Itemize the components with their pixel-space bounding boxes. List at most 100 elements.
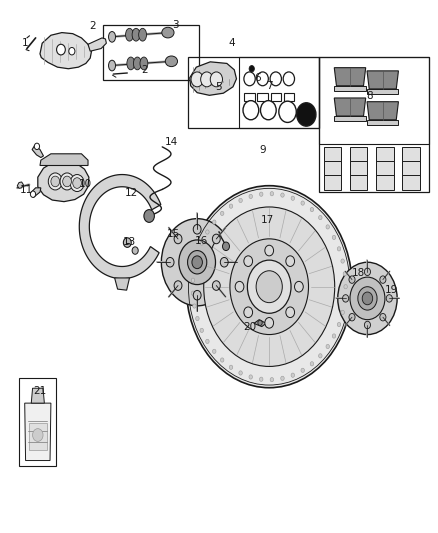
Circle shape: [220, 257, 228, 267]
Circle shape: [63, 176, 71, 187]
Circle shape: [249, 66, 254, 72]
Polygon shape: [115, 278, 130, 290]
Circle shape: [193, 265, 196, 270]
Ellipse shape: [109, 31, 116, 42]
Polygon shape: [244, 93, 255, 101]
Ellipse shape: [165, 56, 177, 67]
Polygon shape: [367, 89, 399, 94]
Circle shape: [343, 272, 346, 276]
Text: 15: 15: [166, 229, 180, 239]
Circle shape: [249, 375, 252, 379]
Circle shape: [344, 285, 347, 289]
Ellipse shape: [109, 60, 116, 71]
Circle shape: [223, 242, 230, 251]
Polygon shape: [38, 161, 89, 201]
Ellipse shape: [162, 27, 174, 38]
Polygon shape: [324, 175, 341, 190]
Circle shape: [235, 281, 244, 292]
Circle shape: [132, 247, 138, 254]
Circle shape: [206, 230, 209, 234]
Text: 16: 16: [195, 236, 208, 246]
Circle shape: [193, 290, 201, 300]
Circle shape: [124, 238, 131, 247]
Circle shape: [212, 349, 216, 353]
Circle shape: [239, 371, 242, 375]
Circle shape: [204, 207, 335, 367]
Ellipse shape: [127, 57, 135, 70]
Polygon shape: [25, 403, 51, 461]
Text: 7: 7: [266, 81, 272, 91]
Circle shape: [258, 320, 262, 326]
Polygon shape: [284, 93, 294, 101]
Circle shape: [364, 268, 371, 276]
Circle shape: [244, 256, 253, 266]
Circle shape: [212, 220, 216, 224]
Circle shape: [187, 251, 207, 274]
Polygon shape: [376, 161, 394, 176]
Polygon shape: [40, 154, 88, 165]
Polygon shape: [403, 175, 420, 190]
Polygon shape: [350, 161, 367, 176]
Polygon shape: [324, 148, 341, 163]
Circle shape: [318, 354, 322, 358]
Ellipse shape: [139, 28, 147, 41]
Circle shape: [337, 247, 341, 251]
Text: 13: 13: [123, 237, 136, 247]
Text: 1: 1: [21, 38, 28, 48]
Ellipse shape: [132, 28, 140, 41]
Circle shape: [193, 224, 201, 234]
Circle shape: [326, 344, 329, 349]
Circle shape: [34, 143, 39, 150]
Polygon shape: [31, 388, 44, 403]
Circle shape: [212, 281, 220, 290]
Circle shape: [286, 256, 295, 266]
Circle shape: [270, 72, 282, 86]
Circle shape: [206, 340, 209, 343]
Circle shape: [174, 234, 182, 244]
Polygon shape: [334, 116, 366, 122]
Circle shape: [257, 72, 268, 86]
Polygon shape: [403, 161, 420, 176]
Circle shape: [259, 377, 263, 381]
Polygon shape: [258, 93, 268, 101]
Polygon shape: [350, 175, 367, 190]
Polygon shape: [334, 68, 366, 86]
Circle shape: [247, 260, 291, 313]
Circle shape: [196, 317, 199, 321]
Circle shape: [349, 313, 355, 321]
Circle shape: [297, 103, 316, 126]
Text: 2: 2: [141, 65, 148, 75]
Circle shape: [362, 292, 373, 305]
Ellipse shape: [140, 57, 148, 70]
Polygon shape: [334, 86, 366, 91]
Polygon shape: [403, 148, 420, 163]
Circle shape: [270, 191, 274, 196]
Text: 14: 14: [164, 136, 177, 147]
Text: 21: 21: [33, 386, 46, 397]
Circle shape: [220, 211, 224, 215]
Circle shape: [179, 240, 215, 285]
Circle shape: [291, 196, 295, 200]
Circle shape: [192, 256, 202, 269]
Circle shape: [30, 191, 35, 197]
Ellipse shape: [126, 28, 134, 41]
Polygon shape: [376, 148, 394, 163]
Polygon shape: [88, 38, 106, 51]
Circle shape: [286, 307, 295, 318]
Circle shape: [186, 185, 352, 387]
Polygon shape: [271, 93, 281, 101]
Circle shape: [210, 72, 223, 87]
Circle shape: [343, 297, 346, 302]
Circle shape: [212, 234, 220, 244]
Circle shape: [310, 362, 314, 366]
Circle shape: [341, 259, 344, 263]
Polygon shape: [376, 175, 394, 190]
Circle shape: [48, 173, 62, 190]
Circle shape: [265, 318, 274, 328]
Text: 17: 17: [261, 215, 274, 225]
Circle shape: [301, 201, 304, 205]
Polygon shape: [32, 146, 43, 158]
Circle shape: [279, 101, 296, 123]
Circle shape: [281, 376, 284, 381]
Circle shape: [338, 262, 397, 335]
